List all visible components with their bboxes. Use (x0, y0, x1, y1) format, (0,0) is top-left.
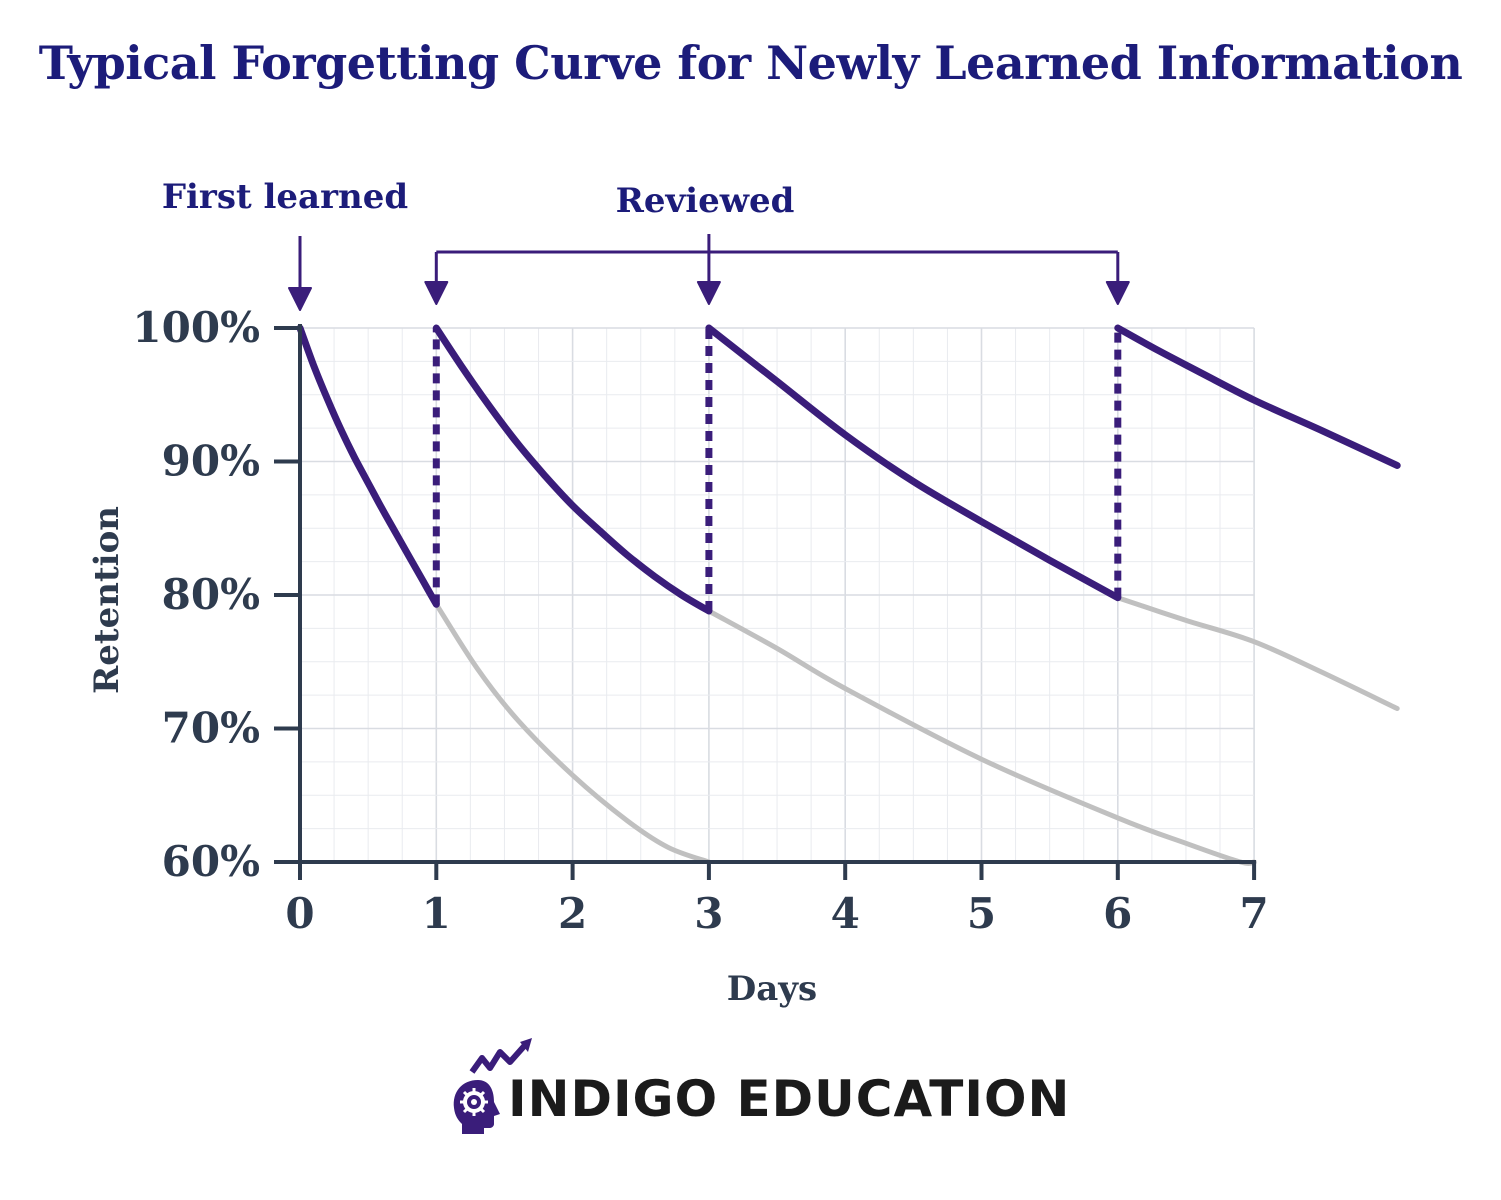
y-tick-label: 90% (162, 437, 260, 486)
x-tick-label: 0 (285, 889, 314, 938)
brand-logo: INDIGO EDUCATION (448, 1036, 1128, 1136)
brand-name: INDIGO EDUCATION (508, 1070, 1071, 1128)
x-tick-label: 5 (967, 889, 996, 938)
retention-curve-segment-3 (1114, 324, 1401, 469)
annotations (288, 234, 1130, 311)
x-tick-label: 2 (558, 889, 587, 938)
reviewed-label: Reviewed (616, 181, 795, 221)
without-review-curves (433, 595, 1400, 866)
x-tick-label: 6 (1103, 889, 1132, 938)
no-review-curve-segment-0 (433, 601, 712, 865)
retention-curve-segment-1 (432, 324, 713, 615)
retention-curves (296, 324, 1401, 615)
y-tick-label: 80% (162, 570, 260, 619)
grid (299, 327, 1255, 863)
y-tick-label: 100% (132, 303, 260, 352)
reviewed-arrow-day-1-head (424, 281, 449, 305)
review-jumps (432, 328, 1122, 612)
tick-labels: 60% 70% 80% 90% 100% 0 1 2 3 4 5 6 7 (132, 303, 1268, 938)
x-tick-label: 1 (422, 889, 451, 938)
first-learned-arrow-head (288, 287, 312, 311)
axes (274, 324, 1257, 880)
x-axis-label: Days (727, 969, 817, 1009)
reviewed-arrow-day-6-head (1105, 281, 1130, 305)
retention-curve-segment-0 (296, 324, 440, 608)
y-tick-label: 70% (162, 704, 260, 753)
y-axis-label: Retention (87, 506, 127, 694)
first-learned-label: First learned (162, 177, 408, 217)
x-tick-label: 4 (831, 889, 860, 938)
reviewed-arrow-day-3-head (696, 281, 721, 305)
no-review-curve-segment-1 (706, 608, 1257, 866)
x-tick-label: 7 (1239, 889, 1268, 938)
x-tick-label: 3 (694, 889, 723, 938)
forgetting-curve-chart: 60%70%80%90%100%0 1 2 3 4 5 6 7 Days Retention … (87, 177, 1401, 1009)
y-tick-label: 60% (162, 837, 260, 886)
no-review-curve-segment-2 (1115, 595, 1400, 711)
chart-title: Typical Forgetting Curve for Newly Learn… (38, 36, 1463, 90)
head-gear-chart-icon (453, 1038, 532, 1134)
retention-curve-segment-2 (705, 324, 1122, 602)
